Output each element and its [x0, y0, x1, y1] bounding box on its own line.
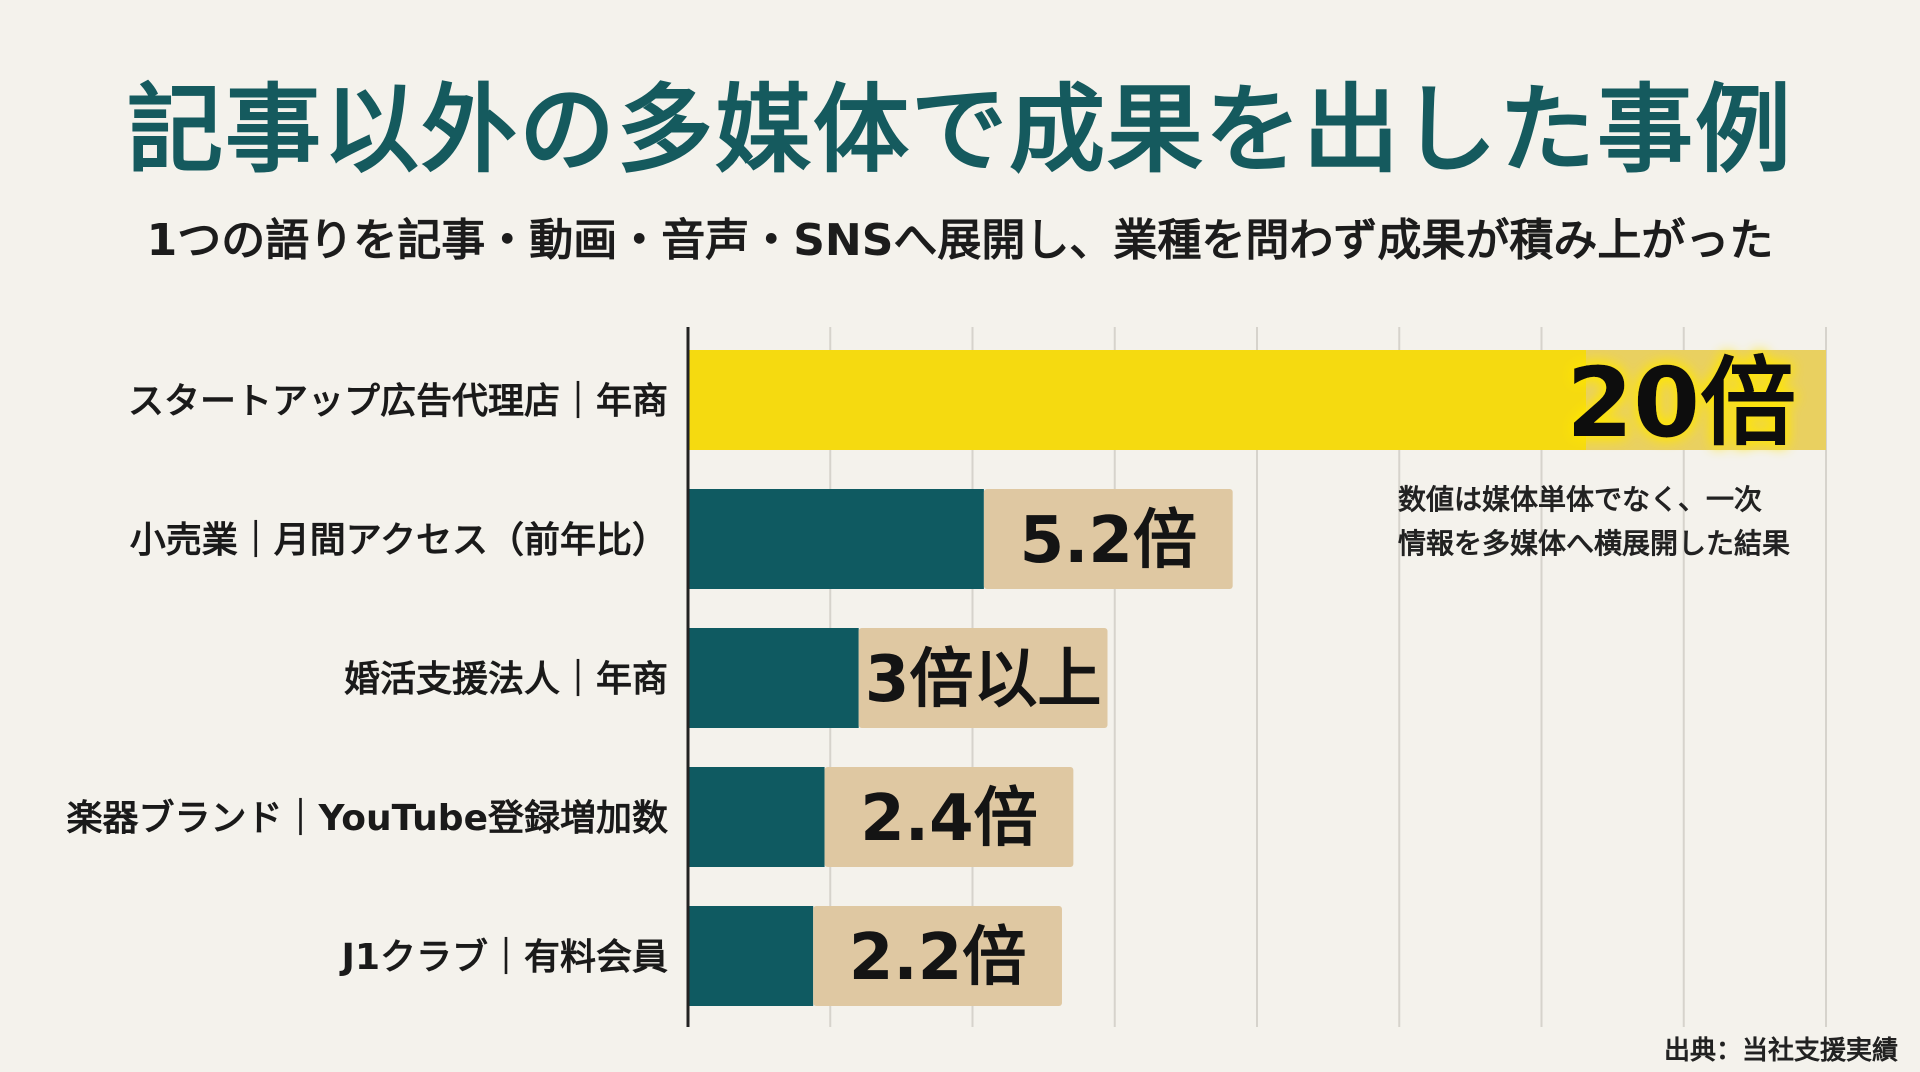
bar-value-box — [858, 628, 1108, 728]
bar-value-box — [983, 489, 1233, 589]
chart-subtitle: 1つの語りを記事・動画・音声・SNSへ展開し、業種を問わず成果が積み上がった — [146, 215, 1774, 266]
bar — [688, 906, 814, 1006]
bar — [688, 489, 984, 589]
bar — [688, 767, 825, 867]
category-label: 小売業｜月間アクセス（前年比） — [130, 519, 668, 561]
bar-value-label: 20倍 — [1566, 347, 1796, 459]
source-note: 出典：当社支援実績 — [1663, 1036, 1898, 1066]
bar — [688, 628, 859, 728]
category-label: 婚活支援法人｜年商 — [344, 658, 668, 700]
bar-value-box — [824, 767, 1074, 867]
bar-value-label: 2.4倍 — [860, 782, 1037, 856]
annotation-line-2: 情報を多媒体へ横展開した結果 — [1398, 527, 1791, 560]
bar-value-box — [1586, 350, 1826, 450]
chart-annotation: 数値は媒体単体でなく、一次 情報を多媒体へ横展開した結果 — [1398, 478, 1790, 566]
bar-value-label: 2.2倍 — [849, 921, 1026, 995]
bar-value-label: 5.2倍 — [1020, 504, 1197, 578]
category-label: J1クラブ｜有料会員 — [339, 936, 668, 978]
annotation-line-1: 数値は媒体単体でなく、一次 — [1398, 483, 1763, 516]
chart-title: 記事以外の多媒体で成果を出した事例 — [127, 74, 1793, 186]
bar-value-label: 3倍以上 — [865, 643, 1102, 717]
category-label: 楽器ブランド｜YouTube登録増加数 — [66, 797, 668, 839]
category-label: スタートアップ広告代理店｜年商 — [128, 380, 668, 422]
bar-value-box — [813, 906, 1062, 1006]
